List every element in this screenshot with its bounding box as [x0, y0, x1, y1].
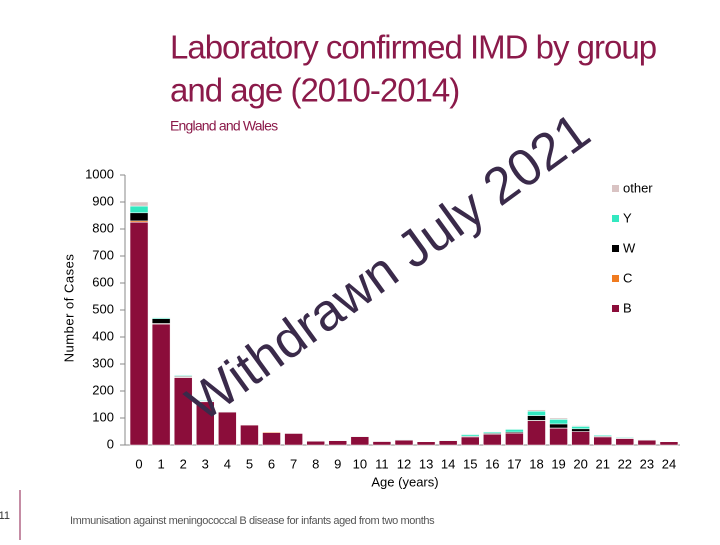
x-tick-label: 19: [551, 456, 565, 471]
legend-label: other: [623, 180, 653, 195]
x-tick-label: 3: [202, 456, 209, 471]
bar-segment: [130, 202, 148, 206]
y-tick-label: 0: [107, 436, 114, 451]
bar-segment: [572, 432, 590, 446]
bar-segment: [329, 441, 347, 445]
chart-title: Laboratory confirmed IMD by group: [170, 29, 656, 66]
x-tick-label: 15: [463, 456, 477, 471]
y-tick-label: 300: [92, 355, 114, 370]
bar-segment: [130, 213, 148, 221]
bar-segment: [527, 421, 545, 445]
x-tick-label: 8: [312, 456, 319, 471]
bar-segment: [307, 441, 325, 445]
y-tick-label: 1000: [85, 166, 114, 181]
x-tick-label: 10: [353, 456, 367, 471]
bar-segment: [285, 433, 303, 445]
legend-label: Y: [623, 210, 632, 225]
bar-segment: [550, 419, 568, 424]
page-number: 11: [0, 510, 10, 522]
bar-segment: [152, 317, 170, 318]
legend-swatch: [612, 305, 619, 312]
y-tick-label: 600: [92, 274, 114, 289]
x-tick-label: 0: [135, 456, 142, 471]
bar-segment: [417, 442, 435, 445]
bar-segment: [351, 437, 369, 445]
y-axis-label: Number of Cases: [61, 254, 76, 363]
bar-segment: [373, 441, 391, 445]
bar-segment: [660, 442, 678, 445]
y-tick-label: 200: [92, 382, 114, 397]
bar-segment: [550, 428, 568, 445]
x-axis-label: Age (years): [371, 474, 438, 489]
bar-segment: [395, 440, 413, 445]
x-tick-label: 23: [640, 456, 654, 471]
legend-label: W: [623, 240, 636, 255]
bar-segment: [152, 324, 170, 445]
x-tick-label: 1: [158, 456, 165, 471]
bar-segment: [572, 426, 590, 428]
legend-swatch: [612, 215, 619, 222]
x-tick-label: 18: [529, 456, 543, 471]
y-tick-label: 400: [92, 328, 114, 343]
x-tick-label: 14: [441, 456, 455, 471]
bar-segment: [263, 433, 281, 445]
bar-segment: [130, 206, 148, 213]
bar-segment: [550, 418, 568, 419]
bar-segment: [527, 416, 545, 421]
x-tick-label: 7: [290, 456, 297, 471]
x-tick-label: 6: [268, 456, 275, 471]
x-tick-label: 2: [180, 456, 187, 471]
bar-segment: [483, 434, 501, 445]
bar-segment: [527, 410, 545, 411]
legend-label: B: [623, 300, 632, 315]
y-tick-label: 700: [92, 247, 114, 262]
bar-segment: [594, 437, 612, 445]
bar-segment: [439, 441, 457, 445]
y-tick-label: 100: [92, 409, 114, 424]
bar-segment: [572, 426, 590, 427]
legend-swatch: [612, 275, 619, 282]
bar-segment: [505, 433, 523, 445]
bar-segment: [461, 437, 479, 445]
x-tick-label: 20: [573, 456, 587, 471]
bar-segment: [527, 411, 545, 415]
x-tick-label: 12: [397, 456, 411, 471]
footer-text: Immunisation against meningococcal B dis…: [70, 515, 435, 527]
bar-segment: [240, 425, 258, 445]
legend-label: C: [623, 270, 632, 285]
bar-segment: [572, 429, 590, 432]
x-tick-label: 22: [618, 456, 632, 471]
x-tick-label: 9: [334, 456, 341, 471]
bar-segment: [505, 429, 523, 430]
x-tick-label: 21: [595, 456, 609, 471]
x-tick-label: 16: [485, 456, 499, 471]
bar-segment: [130, 222, 148, 445]
chart-subtitle: England and Wales: [170, 118, 278, 134]
bar-segment: [152, 319, 170, 324]
x-tick-label: 13: [419, 456, 433, 471]
legend-swatch: [612, 185, 619, 192]
x-tick-label: 24: [662, 456, 676, 471]
bar-segment: [638, 440, 656, 445]
y-tick-label: 800: [92, 220, 114, 235]
x-tick-label: 5: [246, 456, 253, 471]
x-tick-label: 4: [224, 456, 231, 471]
chart-title: and age (2010-2014): [170, 72, 459, 109]
y-tick-label: 900: [92, 193, 114, 208]
bar-segment: [461, 434, 479, 435]
bar-segment: [505, 429, 523, 432]
bar-segment: [616, 439, 634, 445]
legend-swatch: [612, 245, 619, 252]
bar-segment: [550, 424, 568, 428]
x-tick-label: 17: [507, 456, 521, 471]
x-tick-label: 11: [375, 456, 389, 471]
y-tick-label: 500: [92, 301, 114, 316]
bar-segment: [483, 432, 501, 433]
